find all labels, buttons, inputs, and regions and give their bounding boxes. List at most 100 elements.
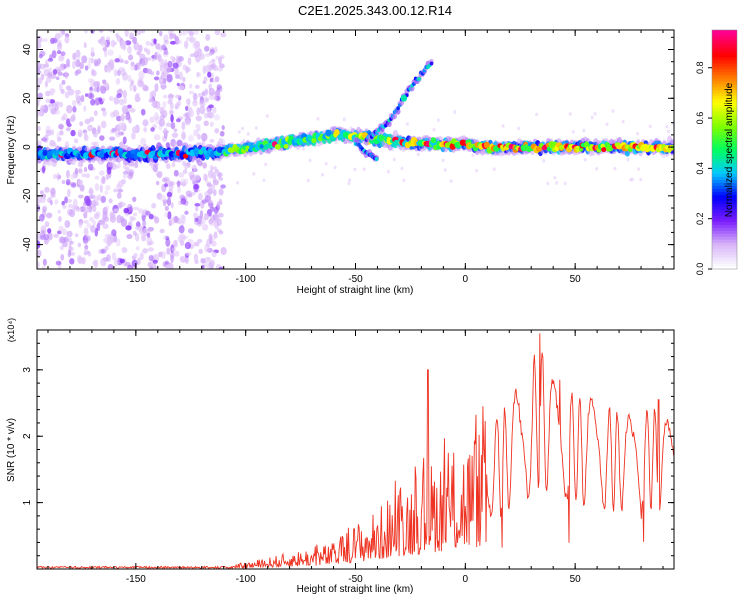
noise-cell xyxy=(143,47,148,53)
noise-cell xyxy=(219,130,225,137)
noise-cell xyxy=(611,109,615,113)
noise-cell xyxy=(134,94,140,103)
noise-cell xyxy=(100,39,108,47)
noise-cell xyxy=(66,188,71,198)
noise-cell xyxy=(77,179,83,186)
noise-cell xyxy=(83,166,88,173)
noise-cell xyxy=(168,94,175,99)
spectral-cell xyxy=(601,147,607,153)
colorbar-ticks: 0.0 0.2 0.4 0.6 0.8 xyxy=(695,61,712,275)
noise-cell xyxy=(40,73,45,81)
noise-cell xyxy=(217,67,223,72)
noise-cell xyxy=(70,182,77,187)
noise-cell xyxy=(164,205,169,211)
noise-cell xyxy=(106,253,111,262)
noise-cell xyxy=(141,211,146,216)
noise-cell xyxy=(62,241,68,248)
noise-cell xyxy=(535,112,539,117)
colorbar-cell xyxy=(712,140,737,145)
colorbar-cell xyxy=(712,104,737,109)
noise-cell xyxy=(121,247,128,254)
noise-cell xyxy=(149,261,154,268)
noise-cell xyxy=(111,127,117,133)
noise-cell xyxy=(83,206,90,214)
spectral-cell xyxy=(204,152,210,160)
noise-cell xyxy=(153,76,160,81)
colorbar-cell xyxy=(712,254,737,258)
x-tick-label: -150 xyxy=(126,274,146,285)
noise-cell xyxy=(109,215,117,223)
spectral-cell xyxy=(430,137,437,144)
noise-cell xyxy=(85,173,91,179)
colorbar-cell xyxy=(712,56,737,61)
noise-cell xyxy=(83,227,89,234)
noise-cell xyxy=(60,51,66,57)
noise-cell xyxy=(205,98,209,103)
noise-cell xyxy=(89,194,96,199)
noise-cell xyxy=(400,166,404,171)
noise-cell xyxy=(87,163,94,171)
noise-cell xyxy=(416,152,420,157)
noise-cell xyxy=(178,85,185,91)
noise-cell xyxy=(154,134,161,141)
noise-cell xyxy=(199,53,205,60)
colorbar-cell xyxy=(712,50,737,55)
colorbar-tick-label: 0.4 xyxy=(695,162,705,175)
noise-cell xyxy=(37,249,42,258)
noise-cell xyxy=(139,225,145,235)
noise-cell xyxy=(176,118,181,123)
noise-cell xyxy=(147,226,154,232)
noise-cell xyxy=(93,212,100,220)
noise-cell xyxy=(69,240,74,245)
noise-cell xyxy=(100,195,107,204)
noise-cell xyxy=(218,266,224,269)
noise-cell xyxy=(121,113,125,122)
y-tick-label: 2 xyxy=(22,433,33,439)
noise-cell xyxy=(155,180,160,186)
noise-cell xyxy=(163,47,168,55)
noise-cell xyxy=(203,76,208,83)
noise-cell xyxy=(39,190,44,195)
noise-cell xyxy=(90,30,96,34)
noise-cell xyxy=(48,103,53,111)
noise-cell xyxy=(100,177,106,184)
noise-cell xyxy=(87,124,94,132)
noise-cell xyxy=(131,259,138,267)
noise-cell xyxy=(648,124,652,129)
noise-cell xyxy=(138,52,143,57)
noise-cell xyxy=(84,195,91,204)
noise-cell xyxy=(159,228,165,234)
noise-cell xyxy=(87,252,92,257)
noise-cell xyxy=(132,206,140,211)
noise-cell xyxy=(132,230,137,236)
noise-cell xyxy=(122,170,129,175)
noise-cell xyxy=(93,259,99,268)
noise-cell xyxy=(517,126,521,131)
noise-cell xyxy=(184,40,189,49)
colorbar-cell xyxy=(712,164,737,169)
colorbar-cell xyxy=(712,30,737,34)
noise-cell xyxy=(185,190,193,197)
noise-cell xyxy=(583,157,587,162)
colorbar-cell xyxy=(712,65,737,70)
spectral-cell xyxy=(182,153,189,159)
noise-cell xyxy=(342,117,346,122)
noise-cell xyxy=(122,90,128,99)
noise-cell xyxy=(324,161,328,166)
noise-cell xyxy=(184,105,189,111)
noise-cell xyxy=(188,106,193,115)
noise-cell xyxy=(132,36,137,44)
noise-cell xyxy=(69,251,76,256)
noise-cell xyxy=(613,166,617,171)
noise-cell xyxy=(106,65,112,73)
noise-cell xyxy=(203,120,209,127)
noise-cell xyxy=(555,181,559,185)
noise-cell xyxy=(386,169,390,174)
y-tick-label: 1 xyxy=(22,499,33,505)
noise-cell xyxy=(59,245,65,251)
noise-cell xyxy=(194,202,201,207)
noise-cell xyxy=(40,104,45,112)
noise-cell xyxy=(37,126,41,132)
noise-cell xyxy=(171,162,176,168)
noise-cell xyxy=(47,228,52,234)
